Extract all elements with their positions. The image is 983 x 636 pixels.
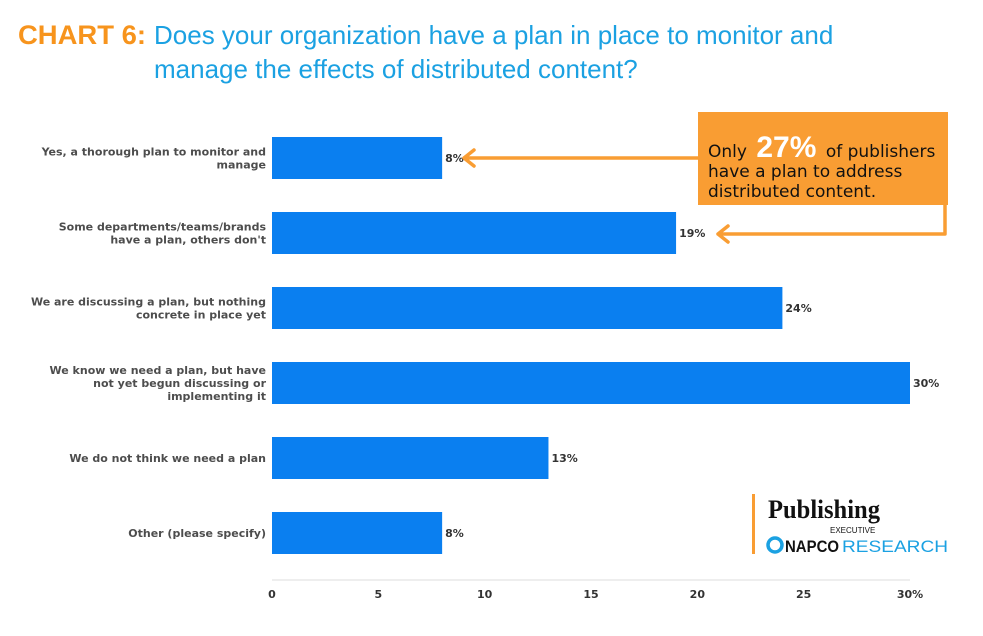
value-label: 30% — [913, 377, 939, 390]
category-label: Other (please specify) — [128, 527, 266, 540]
callout-post: of publishers — [826, 142, 936, 162]
category-label: Yes, a thorough plan to monitor and — [41, 146, 266, 159]
bar — [272, 287, 783, 329]
x-tick-label: 5 — [375, 588, 383, 601]
bar — [272, 512, 443, 554]
logo: Publishing EXECUTIVE NAPCO RESEARCH — [752, 494, 948, 556]
callout-pre: Only — [708, 142, 747, 162]
logo-executive: EXECUTIVE — [830, 526, 875, 535]
category-label: have a plan, others don't — [110, 234, 266, 247]
category-label: We do not think we need a plan — [69, 452, 266, 465]
value-label: 24% — [785, 302, 811, 315]
category-label: We are discussing a plan, but nothing — [31, 296, 266, 309]
category-label: We know we need a plan, but have — [50, 364, 266, 377]
category-label: implementing it — [167, 390, 266, 403]
category-label: not yet begun discussing or — [93, 377, 266, 390]
callout-line-3: distributed content. — [708, 182, 876, 202]
callout-annotation: Only 27% of publishers have a plan to ad… — [462, 112, 948, 244]
arrow-to-bar-2 — [716, 203, 947, 244]
x-tick-label: 30% — [897, 588, 923, 601]
x-tick-label: 0 — [268, 588, 276, 601]
callout-big: 27% — [756, 131, 816, 164]
x-tick-label: 25 — [796, 588, 811, 601]
value-label: 8% — [445, 527, 464, 540]
x-tick-label: 20 — [690, 588, 706, 601]
callout-box — [698, 112, 948, 205]
svg-text:Only 27% of publis: Only 27% of publishers — [708, 131, 935, 164]
logo-napco: NAPCO — [785, 537, 839, 556]
category-label: Some departments/teams/brands — [59, 221, 267, 234]
logo-publishing: Publishing — [768, 495, 880, 524]
bar — [272, 212, 677, 254]
chart-title-line-1: Does your organization have a plan in pl… — [154, 20, 833, 50]
chart-title-line-2: manage the effects of distributed conten… — [154, 54, 638, 84]
value-label: 19% — [679, 227, 705, 240]
logo-research: RESEARCH — [842, 537, 948, 556]
value-label: 8% — [445, 152, 464, 165]
category-label: manage — [217, 159, 266, 172]
bar — [272, 362, 910, 404]
bar — [272, 437, 549, 479]
category-label: concrete in place yet — [136, 309, 266, 322]
value-label: 13% — [551, 452, 577, 465]
x-tick-label: 15 — [583, 588, 598, 601]
arrow-to-bar-1 — [462, 148, 700, 168]
x-tick-label: 10 — [477, 588, 493, 601]
bar — [272, 137, 443, 179]
napco-ring-icon — [766, 536, 784, 554]
callout-line-2: have a plan to address — [708, 162, 902, 182]
chart-title-prefix: CHART 6: — [18, 20, 146, 50]
logo-divider — [752, 494, 755, 554]
